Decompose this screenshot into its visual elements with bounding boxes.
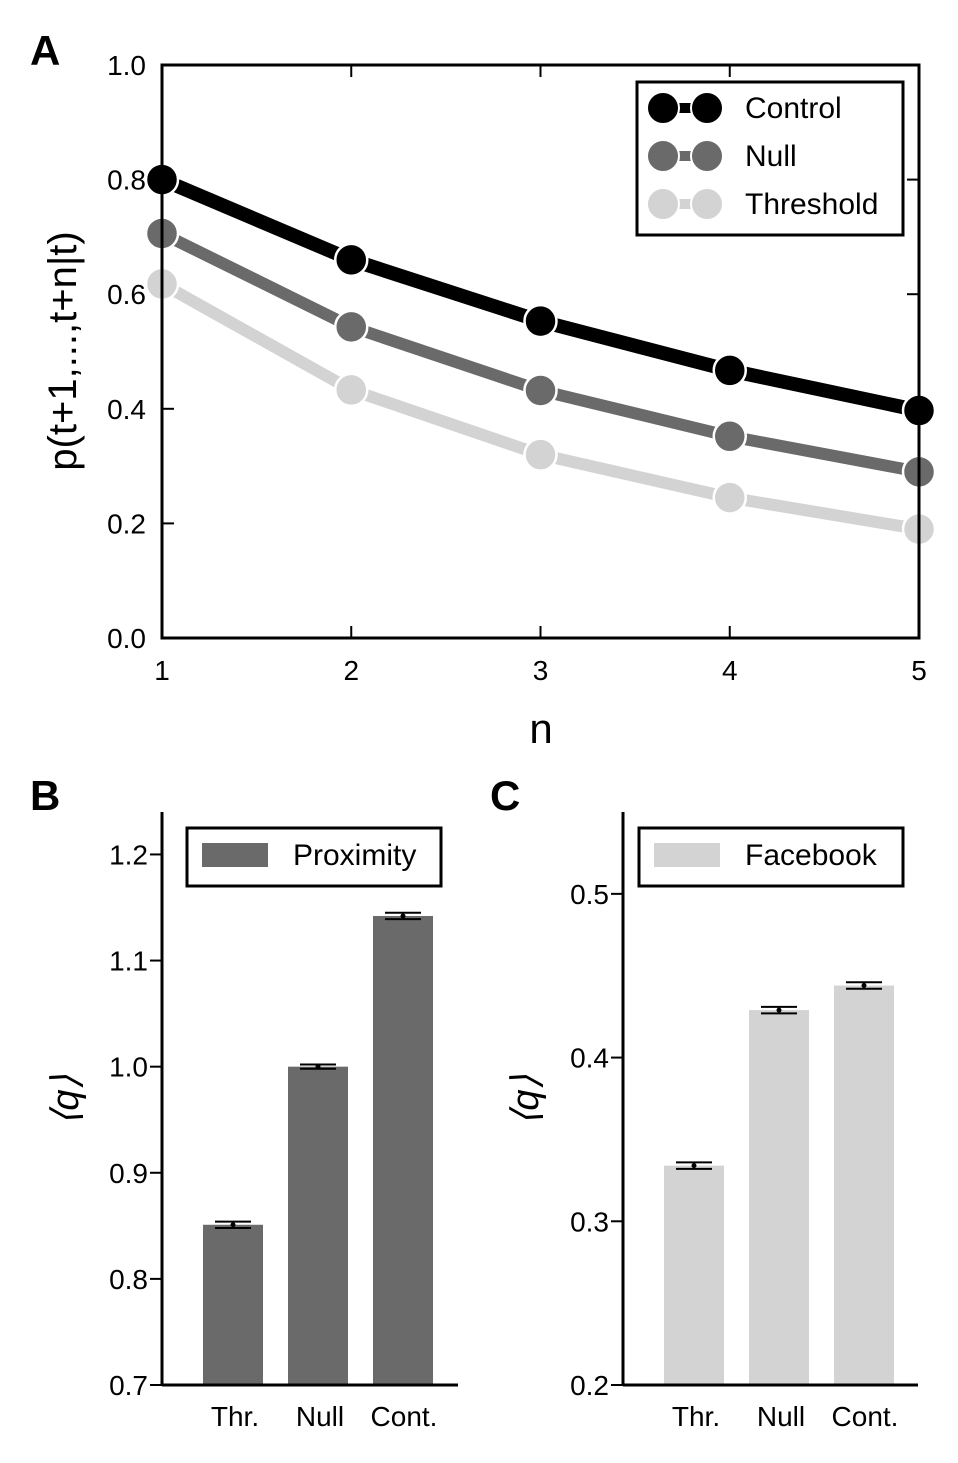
legend-marker-null bbox=[646, 139, 680, 173]
panel-b-y-axis-label: ⟨q⟩ bbox=[45, 1074, 87, 1125]
bar-null bbox=[288, 1066, 348, 1385]
legend-marker-control bbox=[690, 91, 724, 125]
y-tick-label: 0.3 bbox=[570, 1206, 609, 1237]
panel-b-axes bbox=[150, 812, 458, 1387]
bar-cont bbox=[834, 985, 894, 1385]
legend-swatch bbox=[654, 843, 720, 867]
y-tick-label: 0.4 bbox=[107, 394, 146, 425]
panel-label-a: A bbox=[30, 27, 60, 74]
panel-label-c: C bbox=[490, 772, 520, 819]
error-bar-center bbox=[230, 1222, 236, 1228]
y-tick-label: 0.7 bbox=[109, 1370, 148, 1401]
y-tick-label: 1.1 bbox=[109, 946, 148, 977]
data-point-control bbox=[712, 353, 747, 388]
x-tick-label: 5 bbox=[911, 655, 927, 686]
x-tick-label: 2 bbox=[343, 655, 359, 686]
data-point-control bbox=[334, 242, 369, 278]
y-tick-label: 1.2 bbox=[109, 839, 148, 870]
legend-label-control: Control bbox=[745, 92, 842, 125]
error-bar-center bbox=[400, 913, 406, 919]
y-tick-label: 0.9 bbox=[109, 1158, 148, 1189]
panel-a-y-axis-label: p(t+1,...,t+n|t) bbox=[41, 231, 85, 470]
y-tick-label: 0.4 bbox=[570, 1043, 609, 1074]
x-tick-label: Null bbox=[757, 1401, 805, 1432]
legend-label: Facebook bbox=[745, 839, 878, 872]
legend-swatch bbox=[202, 843, 268, 867]
x-tick-label: 1 bbox=[154, 655, 170, 686]
data-point-threshold bbox=[334, 372, 369, 408]
panel-b-bar-chart: Thr. Null Cont. 0.7 0.8 0.9 1.0 1.1 1.2 ⟨q⟩ Prox… bbox=[45, 812, 458, 1432]
bar-thr bbox=[203, 1224, 263, 1385]
data-point-null bbox=[712, 419, 747, 454]
panel-label-b: B bbox=[30, 772, 60, 819]
data-point-threshold bbox=[523, 437, 558, 472]
x-tick-label: Cont. bbox=[371, 1401, 438, 1432]
data-point-null bbox=[523, 373, 558, 408]
error-bar-center bbox=[691, 1163, 697, 1169]
x-tick-label: Thr. bbox=[672, 1401, 720, 1432]
panel-b-legend: Proximity bbox=[185, 826, 443, 888]
legend-marker-null bbox=[690, 139, 724, 173]
x-tick-label: 4 bbox=[722, 655, 738, 686]
y-tick-label: 0.8 bbox=[109, 1264, 148, 1295]
x-tick-label: Thr. bbox=[211, 1401, 259, 1432]
panel-b-legend-items: Proximity bbox=[202, 839, 416, 872]
error-bar-center bbox=[315, 1064, 321, 1070]
panel-b-bars bbox=[203, 911, 433, 1385]
panel-b-tick-labels: Thr. Null Cont. 0.7 0.8 0.9 1.0 1.1 1.2 bbox=[109, 839, 437, 1432]
panel-c-bar-chart: Thr. Null Cont. 0.2 0.3 0.4 0.5 ⟨q⟩ Facebook bbox=[505, 812, 918, 1432]
panel-c-legend: Facebook bbox=[637, 826, 905, 888]
x-tick-label: Cont. bbox=[832, 1401, 899, 1432]
panel-a-legend: Control Null Threshold bbox=[635, 80, 905, 237]
panel-c-axes bbox=[611, 812, 918, 1387]
legend-label-null: Null bbox=[745, 140, 797, 173]
y-tick-label: 0.6 bbox=[107, 279, 146, 310]
panel-c-tick-labels: Thr. Null Cont. 0.2 0.3 0.4 0.5 bbox=[570, 879, 898, 1432]
y-tick-label: 0.8 bbox=[107, 165, 146, 196]
legend-marker-threshold bbox=[646, 187, 680, 221]
y-tick-label: 0.2 bbox=[107, 508, 146, 539]
bar-thr bbox=[664, 1165, 724, 1385]
legend-marker-control bbox=[646, 91, 680, 125]
x-tick-label: Null bbox=[296, 1401, 344, 1432]
panel-a-legend-items: Control Null Threshold bbox=[646, 91, 878, 221]
bar-null bbox=[749, 1010, 809, 1385]
panel-a-x-axis-label: n bbox=[529, 705, 552, 752]
panel-a-plot-frame bbox=[160, 63, 921, 640]
data-point-null bbox=[334, 309, 369, 345]
legend-label: Proximity bbox=[293, 839, 416, 872]
panel-c-bars bbox=[664, 981, 894, 1385]
y-tick-label: 1.0 bbox=[107, 50, 146, 81]
panel-a-y-tick-labels: 0.0 0.2 0.4 0.6 0.8 1.0 bbox=[107, 50, 146, 654]
legend-label-threshold: Threshold bbox=[745, 188, 878, 221]
y-tick-label: 0.5 bbox=[570, 879, 609, 910]
panel-a-series bbox=[144, 162, 937, 547]
panel-a-line-chart: 1 2 3 4 5 0.0 0.2 0.4 0.6 0.8 1.0 n p(t+1,...,t+n… bbox=[41, 50, 937, 752]
panel-c-y-axis-label: ⟨q⟩ bbox=[505, 1074, 547, 1125]
y-tick-label: 1.0 bbox=[109, 1052, 148, 1083]
data-point-control bbox=[523, 303, 558, 339]
x-tick-label: 3 bbox=[533, 655, 549, 686]
bar-cont bbox=[373, 915, 433, 1385]
y-tick-label: 0.2 bbox=[570, 1370, 609, 1401]
error-bar-center bbox=[776, 1007, 782, 1013]
data-point-threshold bbox=[712, 480, 747, 515]
error-bar-center bbox=[861, 983, 867, 989]
panel-c-legend-items: Facebook bbox=[654, 839, 878, 872]
legend-marker-threshold bbox=[690, 187, 724, 221]
y-tick-label: 0.0 bbox=[107, 623, 146, 654]
panel-a-x-tick-labels: 1 2 3 4 5 bbox=[154, 655, 927, 686]
